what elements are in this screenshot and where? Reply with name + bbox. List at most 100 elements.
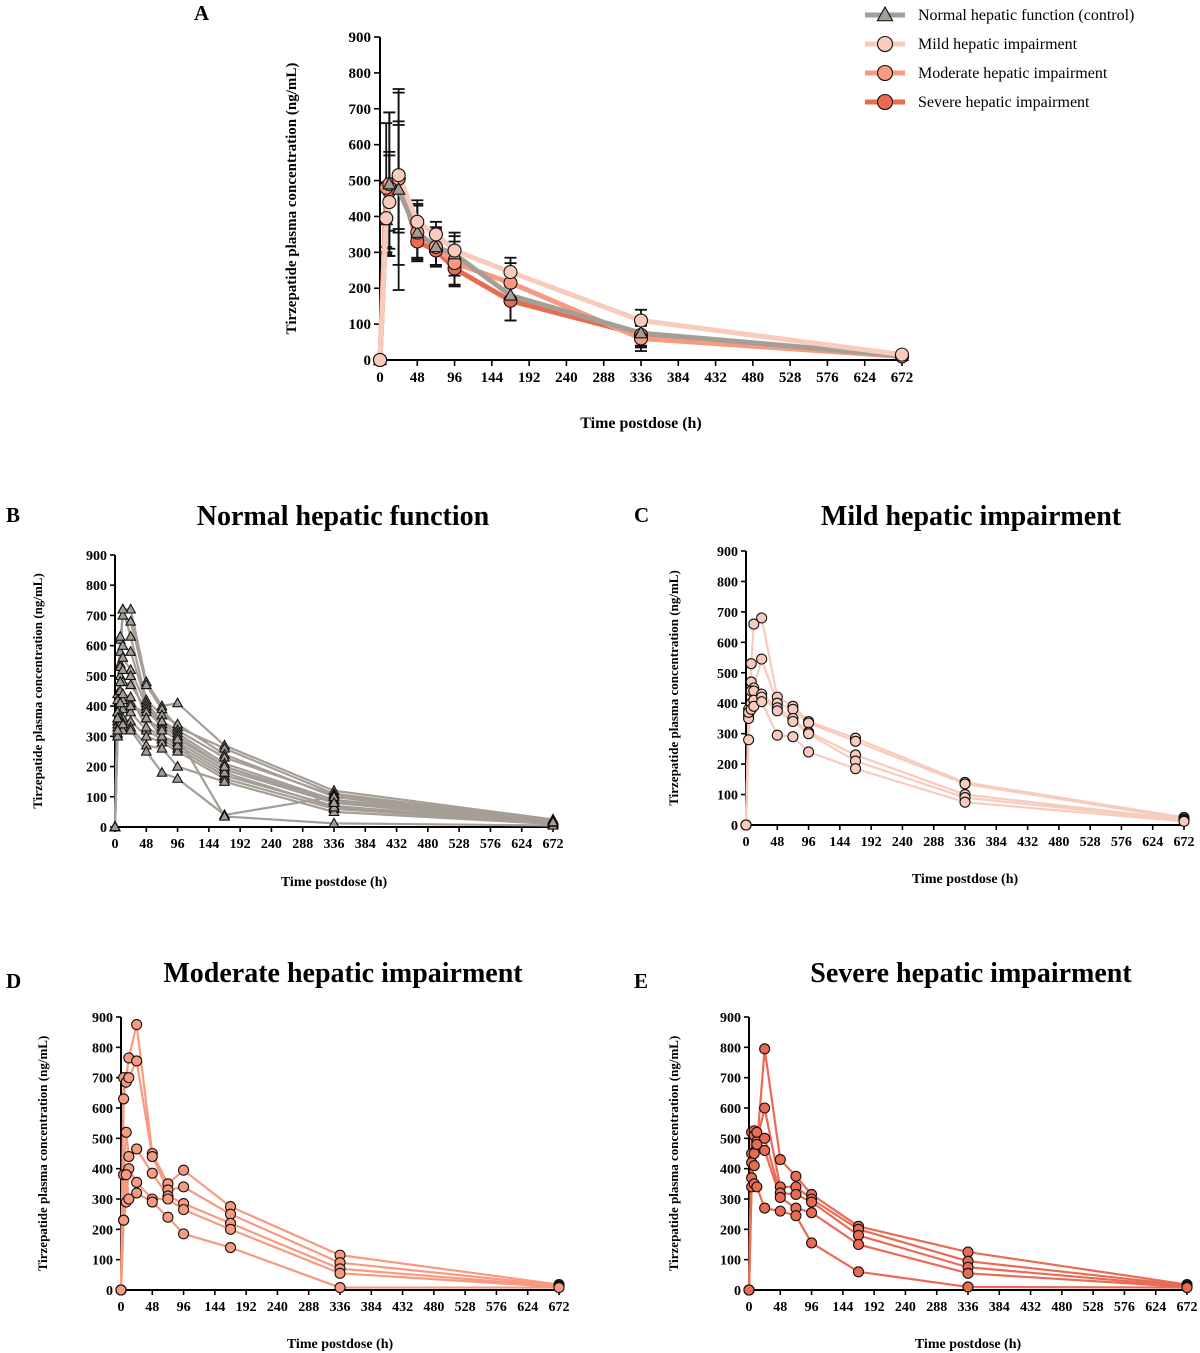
x-tick-label: 288 [298,1300,319,1315]
x-tick-label: 624 [511,837,532,852]
x-tick-label: 480 [742,370,765,386]
x-tick-label: 240 [892,835,913,850]
y-axis-label: Tirzepatide plasma concentration (ng/mL) [666,1036,681,1272]
x-tick-label: 48 [773,1300,787,1315]
data-point [171,733,184,744]
data-point [124,699,137,711]
x-tick-label: 144 [829,835,850,850]
x-tick-label: 240 [895,1300,916,1315]
panel-e: 0 100 200 300 400 500 600 700 800 900 0 48 96 144 192 2… [634,958,1198,1352]
x-tick-label: 480 [1048,835,1069,850]
data-point [410,214,425,229]
x-tick-label: 624 [1145,1300,1166,1315]
data-point [140,745,152,756]
data-point [774,1154,786,1166]
data-point [146,1150,158,1163]
y-tick-label: 0 [364,353,372,369]
data-point [382,176,397,190]
data-point [156,742,168,753]
data-point [962,1246,974,1258]
data-point [178,1181,190,1193]
data-point [503,265,518,280]
x-tick-label: 672 [891,370,914,386]
series-line-mild [377,172,903,361]
data-point [224,1223,237,1235]
data-point [503,287,518,301]
data-point [111,724,124,735]
data-point [759,1043,771,1055]
x-tick-label: 192 [518,370,541,386]
x-tick-label: 432 [392,1300,413,1315]
x-tick-label: 144 [204,1300,225,1315]
y-tick-label: 0 [106,1284,113,1299]
data-point [771,705,783,717]
data-point [156,724,168,735]
data-point [118,1214,130,1226]
data-point [171,696,184,708]
y-tick-label: 100 [720,1254,741,1269]
data-point [428,227,443,242]
panel-letter: A [194,1,210,25]
x-tick-label: 528 [779,370,802,386]
y-tick-label: 400 [92,1163,113,1178]
data-point [806,1237,818,1249]
y-tick-label: 0 [731,819,738,834]
legend-entry: Normal hepatic function (control) [918,7,1134,24]
x-tick-label: 48 [770,835,784,850]
y-tick-label: 200 [717,758,738,773]
data-point [178,1164,190,1176]
x-tick-label: 528 [1080,835,1101,850]
x-tick-label: 48 [145,1300,159,1315]
y-tick-label: 500 [717,667,738,682]
x-tick-label: 240 [261,837,282,852]
y-axis-label: Tirzepatide plasma concentration (ng/mL) [30,573,45,809]
y-tick-label: 800 [717,575,738,590]
data-point [117,663,129,674]
data-point [803,728,815,740]
data-point [774,1205,786,1217]
data-point [1178,815,1190,827]
x-tick-label: 96 [177,1300,191,1315]
data-point [748,1160,760,1172]
subject-markers [115,1169,565,1296]
x-tick-label: 0 [118,1300,125,1315]
x-tick-label: 48 [139,837,153,852]
data-point [633,313,649,328]
data-point [171,745,184,756]
subject-markers [109,663,559,832]
data-point [120,1126,132,1138]
data-point [140,678,152,690]
x-tick-label: 336 [324,837,345,852]
x-tick-label: 192 [230,837,251,852]
y-tick-label: 900 [717,545,738,560]
y-tick-label: 0 [734,1284,741,1299]
data-point [131,1176,143,1188]
data-point [806,1207,818,1219]
y-tick-label: 400 [86,700,107,715]
panel-letter: C [634,503,649,527]
data-point [224,1241,237,1254]
x-tick-label: 672 [1177,1300,1198,1315]
panel-title: Moderate hepatic impairment [163,958,523,989]
data-point [756,612,768,624]
data-point [759,1102,771,1114]
data-point [391,181,406,195]
data-point [756,696,768,708]
data-point [787,715,799,728]
data-point [140,712,152,723]
data-point [803,717,815,729]
legend-entry: Severe hepatic impairment [918,94,1090,111]
data-point [852,1238,865,1251]
y-tick-label: 700 [86,609,107,624]
x-tick-label: 432 [704,370,727,386]
data-point [428,239,444,253]
data-point [117,687,129,699]
x-tick-label: 144 [481,370,504,386]
x-tick-label: 384 [355,837,376,852]
data-point [745,658,757,670]
x-tick-label: 624 [853,370,876,386]
x-axis-label: Time postdose (h) [580,415,702,432]
y-tick-label: 200 [720,1223,741,1238]
data-point [178,1228,190,1240]
data-point [146,1167,158,1179]
